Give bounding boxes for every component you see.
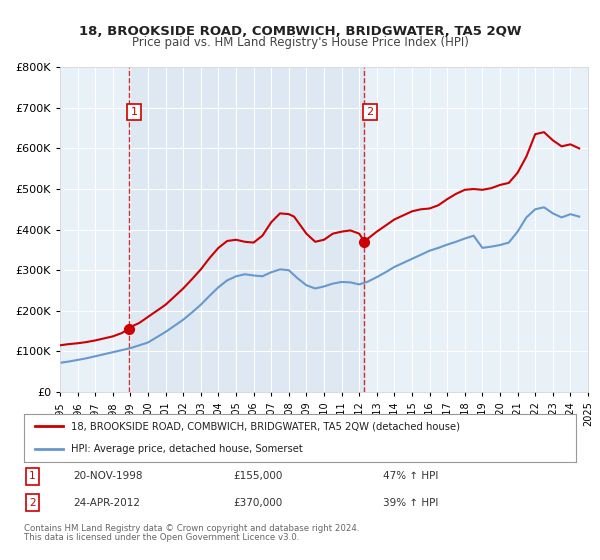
Text: 18, BROOKSIDE ROAD, COMBWICH, BRIDGWATER, TA5 2QW: 18, BROOKSIDE ROAD, COMBWICH, BRIDGWATER… (79, 25, 521, 38)
Text: Price paid vs. HM Land Registry's House Price Index (HPI): Price paid vs. HM Land Registry's House … (131, 36, 469, 49)
Text: £370,000: £370,000 (234, 498, 283, 507)
Text: 18, BROOKSIDE ROAD, COMBWICH, BRIDGWATER, TA5 2QW (detached house): 18, BROOKSIDE ROAD, COMBWICH, BRIDGWATER… (71, 421, 460, 431)
Text: 24-APR-2012: 24-APR-2012 (74, 498, 140, 507)
Text: Contains HM Land Registry data © Crown copyright and database right 2024.: Contains HM Land Registry data © Crown c… (24, 524, 359, 533)
Bar (128, 67, 364, 392)
Text: 39% ↑ HPI: 39% ↑ HPI (383, 498, 438, 507)
Text: £155,000: £155,000 (234, 472, 283, 482)
Text: HPI: Average price, detached house, Somerset: HPI: Average price, detached house, Some… (71, 444, 302, 454)
Text: 2: 2 (29, 498, 35, 507)
Text: 1: 1 (130, 107, 137, 117)
Text: 1: 1 (29, 472, 35, 482)
Text: This data is licensed under the Open Government Licence v3.0.: This data is licensed under the Open Gov… (24, 533, 299, 542)
Text: 47% ↑ HPI: 47% ↑ HPI (383, 472, 438, 482)
Text: 20-NOV-1998: 20-NOV-1998 (74, 472, 143, 482)
Text: 2: 2 (366, 107, 373, 117)
